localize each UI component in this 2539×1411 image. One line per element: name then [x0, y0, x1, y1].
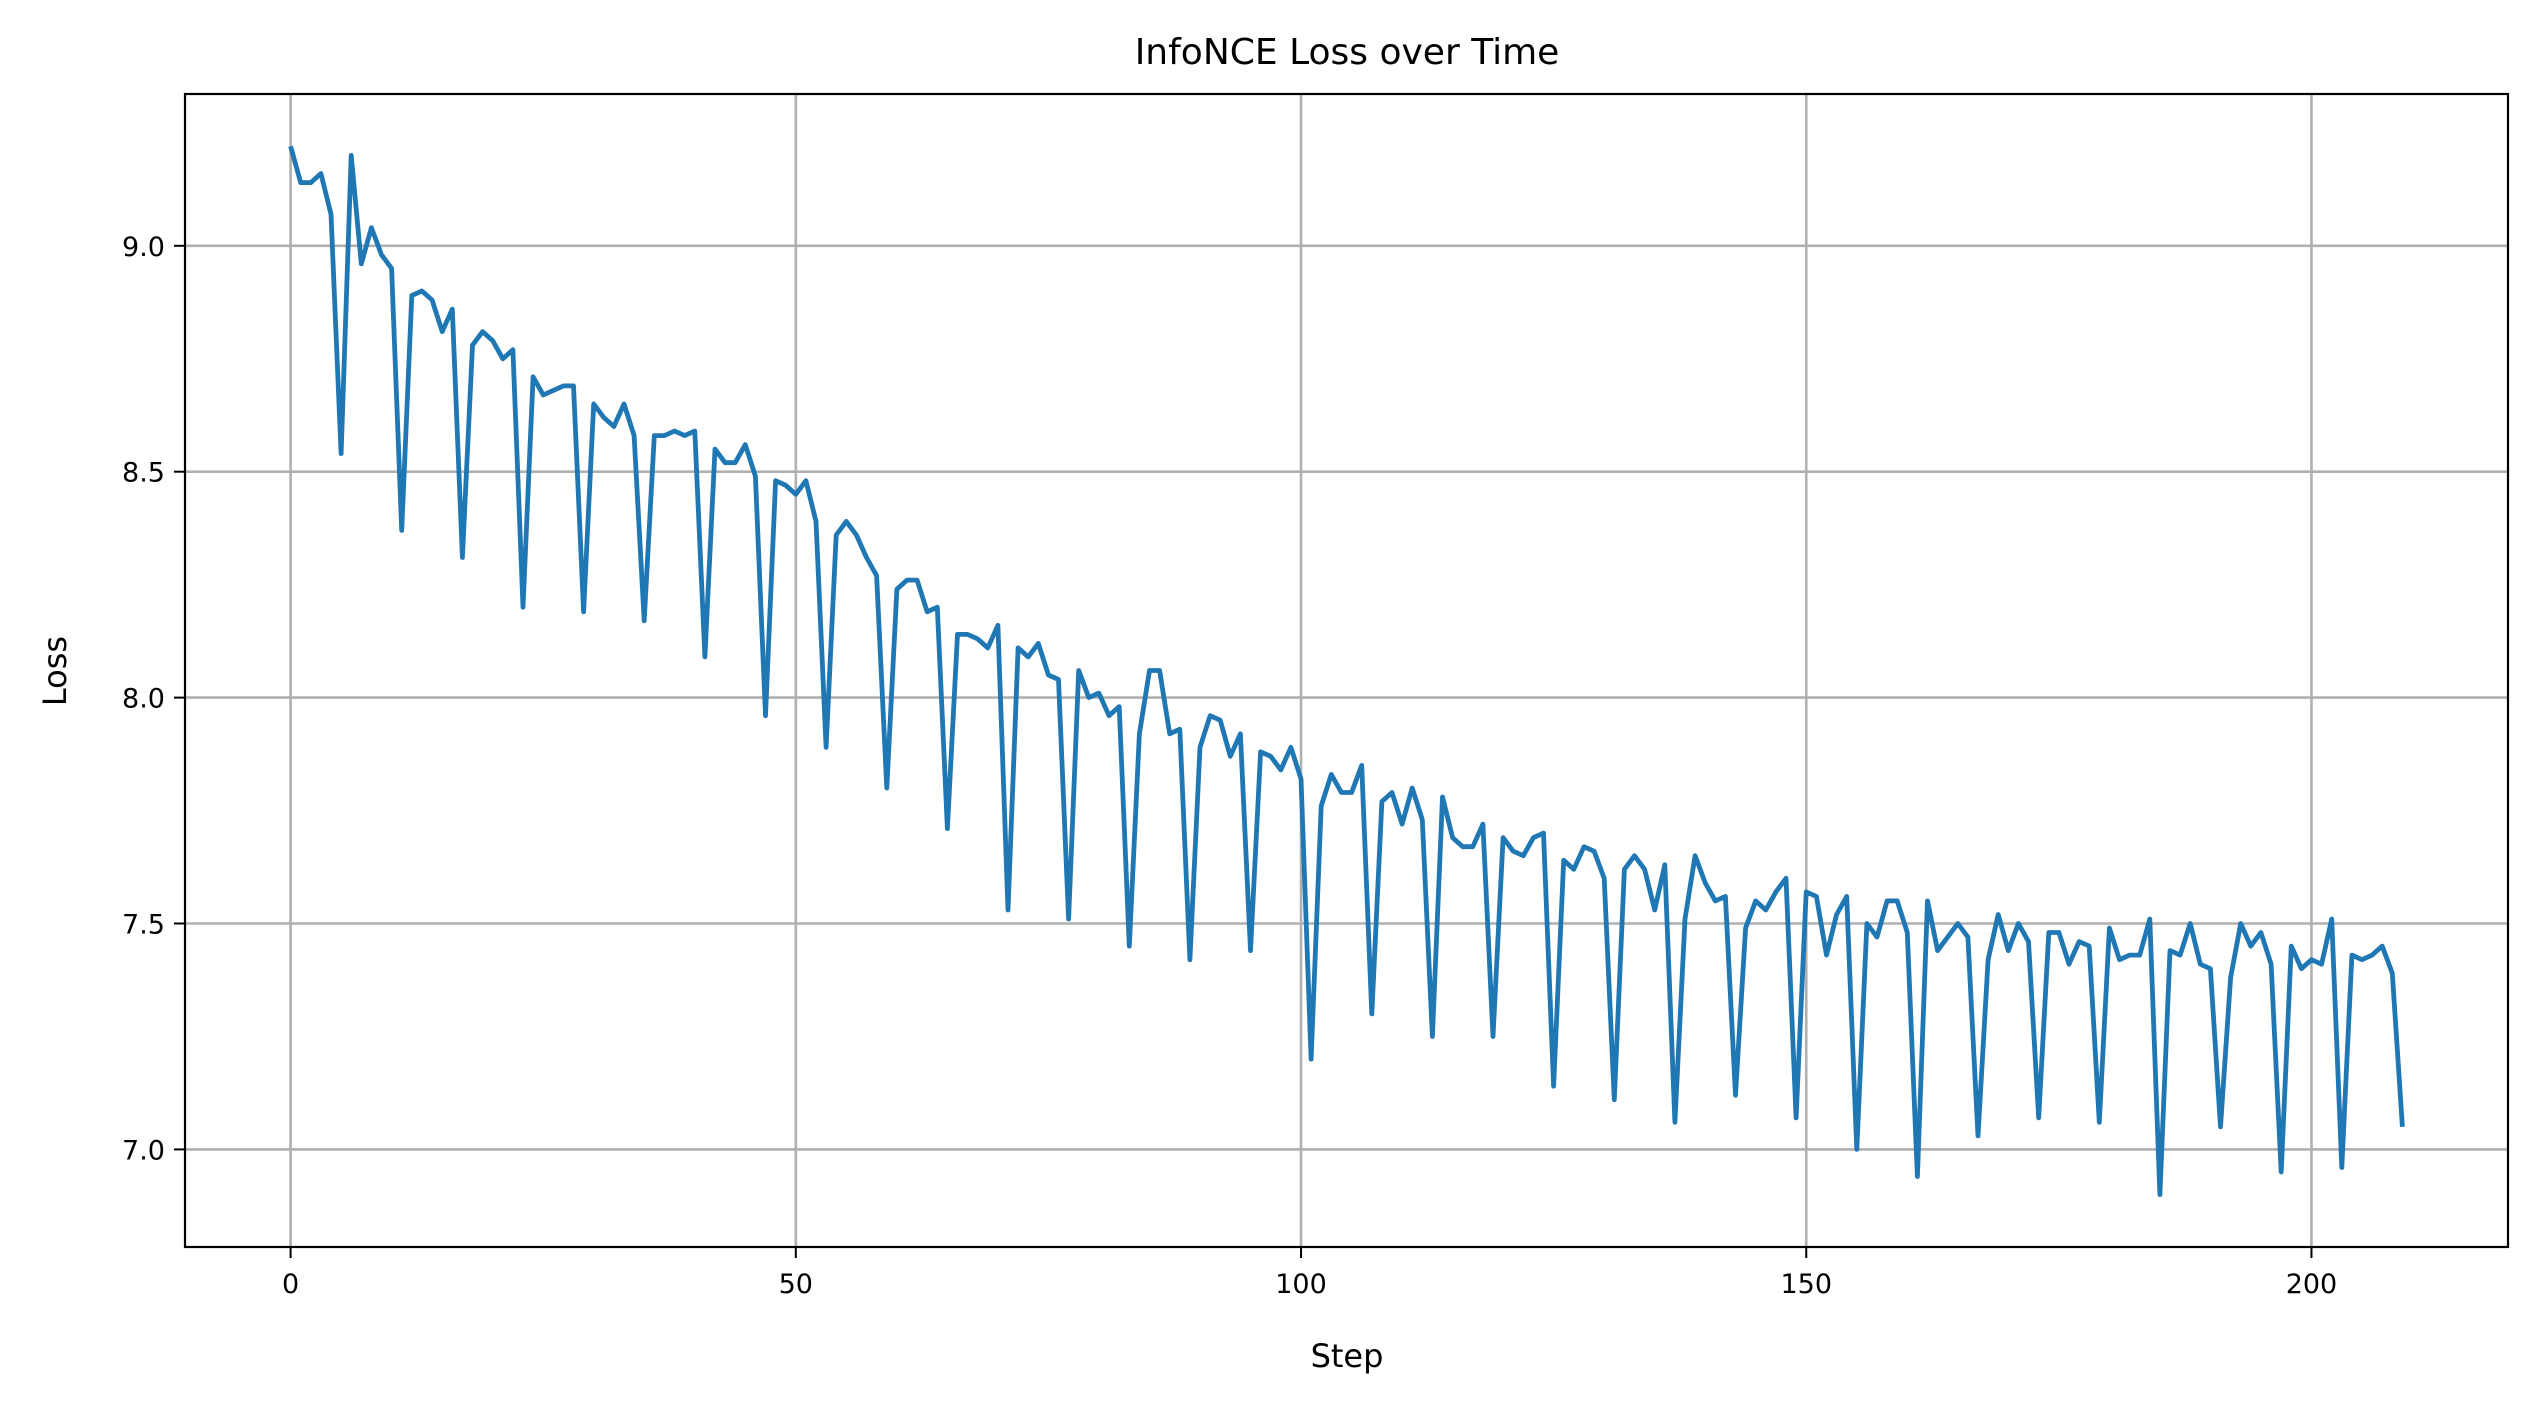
x-tick-label: 50 [779, 1269, 813, 1300]
x-tick-label: 0 [282, 1269, 299, 1300]
x-tick-label: 100 [1275, 1269, 1327, 1300]
x-tick-label: 200 [2286, 1269, 2338, 1300]
y-axis-label: Loss [36, 636, 74, 706]
y-tick-label: 7.0 [122, 1135, 165, 1166]
chart-title: InfoNCE Loss over Time [1135, 32, 1560, 73]
x-axis-label: Step [1311, 1337, 1384, 1375]
y-tick-label: 9.0 [122, 232, 165, 263]
series-group [291, 146, 2403, 1194]
axes-frame [185, 94, 2508, 1247]
x-tick-label: 150 [1780, 1269, 1832, 1300]
y-tick-label: 8.5 [122, 458, 165, 489]
y-tick-label: 8.0 [122, 684, 165, 715]
grid-lines [185, 94, 2508, 1247]
loss-line [291, 146, 2403, 1194]
y-tick-label: 7.5 [122, 910, 165, 941]
